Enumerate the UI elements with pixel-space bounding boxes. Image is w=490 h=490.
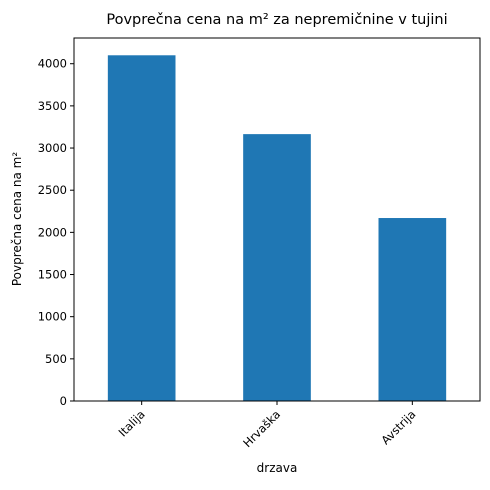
bar xyxy=(243,134,311,402)
bar xyxy=(107,55,176,402)
y-axis-label: Povprečna cena na m² xyxy=(10,152,24,287)
plot-area: 0 500 1000 1500 2000 2500 3000 3500 4000 Italija H… xyxy=(38,37,481,450)
chart-title: Povprečna cena na m² za nepremičnine v t… xyxy=(106,12,447,28)
y-tick-label: 2500 xyxy=(38,183,67,197)
axes-frame xyxy=(73,37,481,402)
y-tick-label: 3500 xyxy=(38,99,67,113)
x-tick-label: Italija xyxy=(116,407,148,439)
y-tick-label: 2000 xyxy=(38,225,67,239)
y-tick-label: 0 xyxy=(60,394,67,408)
y-tick-label: 1000 xyxy=(38,310,67,324)
x-tick-label: Avstrija xyxy=(378,407,418,447)
y-tick-label: 500 xyxy=(45,352,67,366)
y-tick-label: 1500 xyxy=(38,268,67,282)
bar xyxy=(378,218,447,401)
x-tick-label: Hrvaška xyxy=(240,407,283,450)
y-tick-label: 4000 xyxy=(38,57,67,71)
x-axis-label: drzava xyxy=(257,461,298,475)
y-tick-label: 3000 xyxy=(38,141,67,155)
